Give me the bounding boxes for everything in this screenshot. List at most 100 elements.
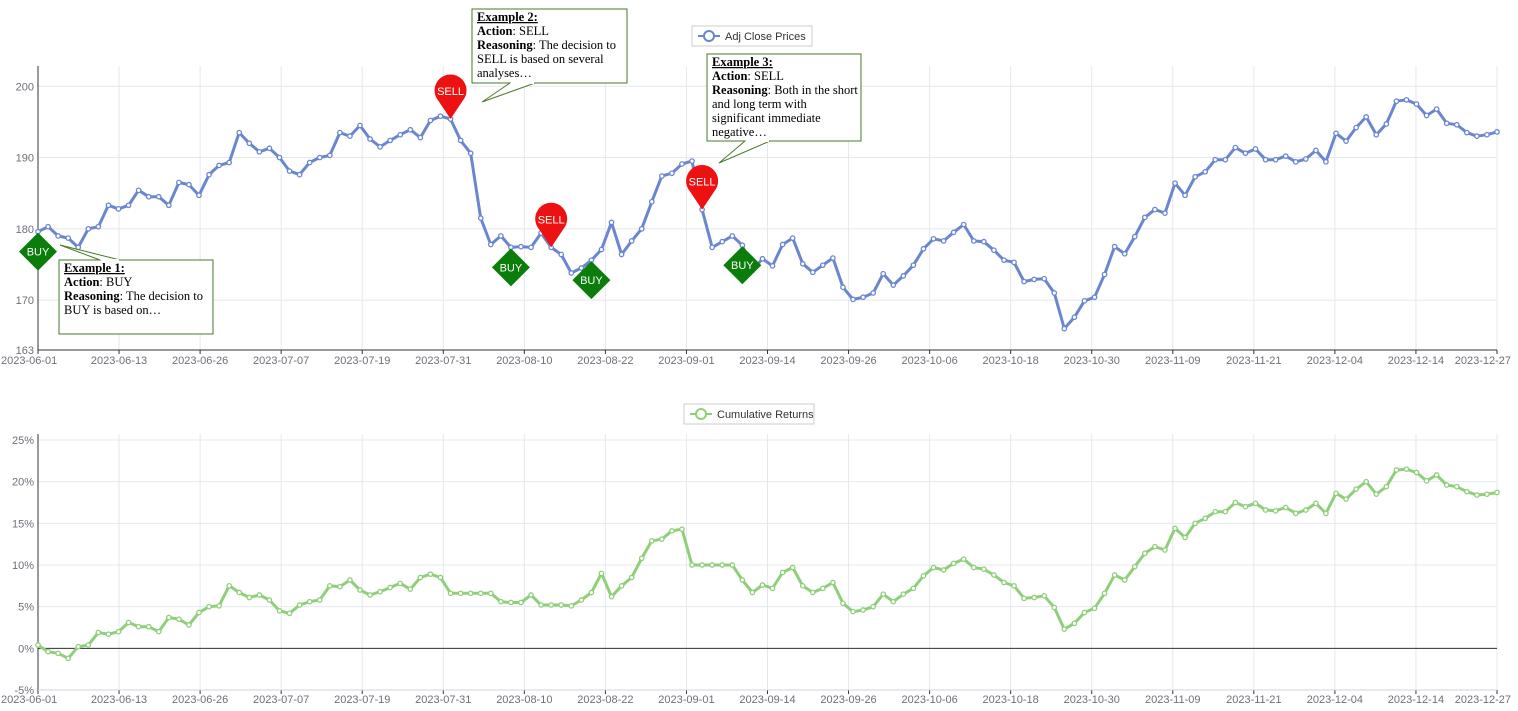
data-point (669, 527, 675, 534)
data-point (638, 555, 645, 562)
data-point (980, 566, 987, 573)
x-tick-label: 2023-09-01 (658, 694, 714, 706)
data-point (427, 571, 434, 578)
data-point (1131, 233, 1138, 240)
buy-diamond (491, 248, 530, 287)
x-tick-label: 2023-06-13 (91, 694, 147, 706)
chart-2: -5% 0% 5% 10% 15% 20% 25% 2023-06-01 2023-06-13 2… (1, 403, 1511, 706)
data-point (1061, 325, 1068, 332)
callout-title: Example 2: (477, 10, 538, 24)
data-point (679, 161, 685, 167)
data-point (1212, 156, 1219, 163)
data-point (306, 159, 313, 166)
data-point (387, 584, 394, 591)
data-point (1162, 210, 1168, 216)
data-point (950, 229, 957, 236)
data-point (125, 619, 132, 626)
data-point (1484, 131, 1490, 138)
data-point (1453, 483, 1460, 490)
data-point (779, 241, 786, 248)
data-point (1463, 129, 1470, 136)
reasoning-colon: : (768, 83, 775, 97)
data-point (85, 225, 92, 232)
data-point (1453, 121, 1460, 128)
data-point (1182, 192, 1188, 199)
data-point (397, 131, 404, 138)
y-tick-label: 0% (18, 643, 34, 655)
data-point (608, 593, 615, 600)
x-tick-label: 2023-07-19 (334, 694, 390, 706)
reasoning-line: SELL is based on several (477, 52, 604, 66)
sell-marker: SELL (434, 74, 467, 120)
data-point (276, 154, 283, 161)
data-point (709, 244, 716, 251)
data-point (1232, 144, 1239, 151)
legend-label: Adj Close Prices (725, 31, 806, 43)
data-point (1071, 314, 1078, 321)
data-point (759, 255, 766, 262)
data-point (236, 129, 243, 136)
data-point (840, 600, 846, 607)
callout-box (58, 259, 214, 335)
data-point (991, 572, 997, 578)
buy-label: BUY (731, 260, 754, 272)
data-point (1152, 543, 1158, 550)
data-point (1051, 604, 1058, 611)
reasoning-line: The decision to (126, 289, 203, 303)
x-tick-label: 2023-06-26 (172, 694, 228, 706)
data-point (477, 590, 484, 597)
data-point (1232, 499, 1239, 506)
data-point (417, 574, 424, 581)
data-point (910, 585, 917, 592)
data-point (1252, 146, 1259, 152)
data-point (1071, 620, 1078, 627)
x-tick-label: 2023-06-01 (1, 355, 57, 367)
data-point (1011, 259, 1017, 266)
data-point (1152, 206, 1158, 213)
data-point (1081, 609, 1088, 616)
x-tick-label: 2023-09-26 (820, 694, 876, 706)
x-tick-label: 2023-06-13 (91, 355, 147, 367)
data-point (729, 233, 736, 239)
reasoning-label: Reasoning (712, 83, 768, 97)
data-point (115, 206, 122, 212)
x-tick-label: 2023-10-18 (983, 355, 1039, 367)
x-tick-label: 2023-08-10 (496, 694, 552, 706)
data-point (1323, 158, 1329, 165)
data-point (558, 251, 565, 258)
callout-reasoning: Reasoning: The decision to (477, 38, 616, 52)
x-tick-label: 2023-12-04 (1307, 355, 1363, 367)
legend[interactable]: Adj Close Prices (691, 25, 813, 47)
buy-diamond (572, 261, 611, 300)
data-point (1403, 96, 1410, 103)
data-point (357, 587, 363, 593)
x-tick-label: 2023-12-14 (1388, 694, 1444, 706)
legend-marker (695, 408, 707, 420)
data-point (467, 590, 474, 597)
x-tick-label: 2023-10-18 (983, 694, 1039, 706)
data-point (679, 526, 685, 533)
reasoning-label: Reasoning (64, 289, 120, 303)
legend[interactable]: Cumulative Returns (683, 403, 815, 425)
callout-action: Action: BUY (64, 275, 132, 289)
data-point (457, 137, 464, 144)
reasoning-line: Both in the short (774, 83, 858, 97)
data-point (1383, 121, 1390, 127)
data-point (578, 265, 585, 271)
buy-diamond (723, 246, 762, 285)
data-point (306, 598, 313, 605)
x-tick-label: 2023-07-31 (415, 694, 471, 706)
data-point (1172, 525, 1178, 532)
data-point (367, 592, 373, 598)
x-tick-label: 2023-09-01 (658, 355, 714, 367)
data-point (830, 255, 836, 261)
data-point (1393, 467, 1400, 473)
data-point (196, 609, 202, 616)
data-point (789, 235, 796, 241)
data-point (809, 589, 816, 596)
data-point (658, 173, 665, 179)
data-point (347, 133, 353, 140)
data-point (819, 585, 826, 592)
x-tick-label: 2023-12-04 (1307, 694, 1363, 706)
